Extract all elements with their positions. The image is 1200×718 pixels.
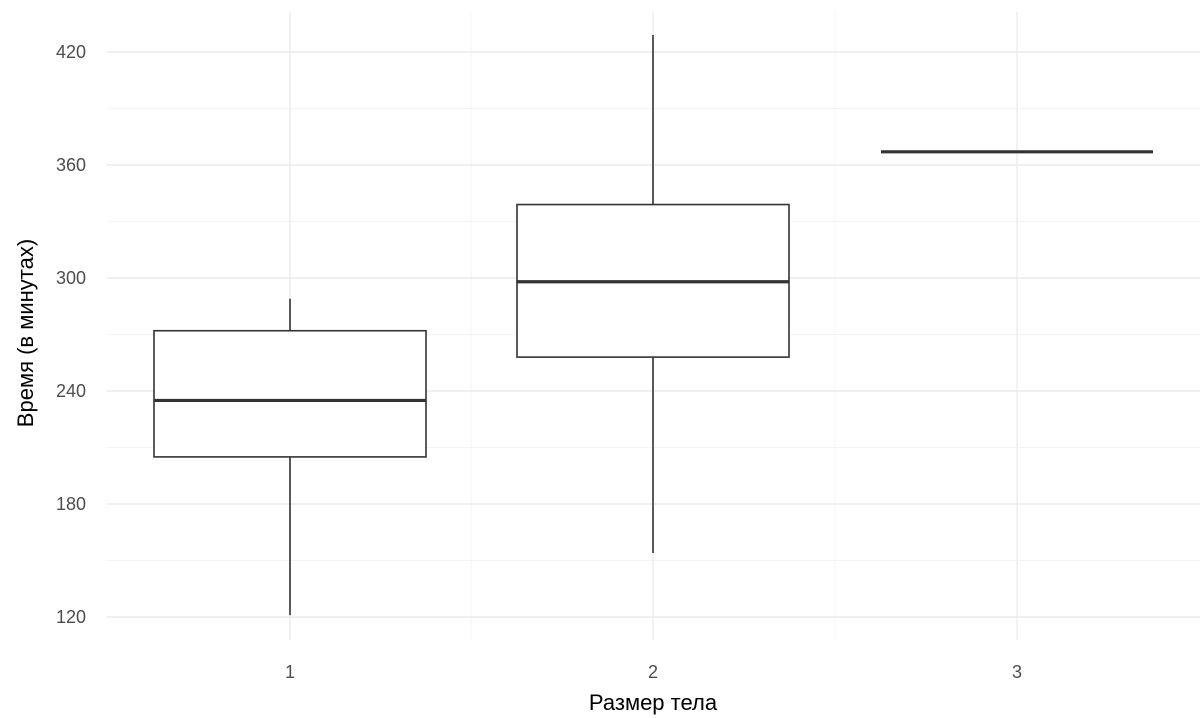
box-iqr — [153, 329, 427, 458]
y-tick-label: 360 — [56, 155, 86, 175]
x-tick-label: 1 — [285, 662, 295, 682]
y-axis-tick-labels: 120 180 240 300 360 420 — [56, 42, 86, 627]
y-tick-label: 120 — [56, 607, 86, 627]
y-axis-title: Время (в минутах) — [13, 239, 38, 427]
x-tick-label: 3 — [1012, 662, 1022, 682]
x-axis-title: Размер тела — [589, 690, 718, 715]
y-tick-label: 420 — [56, 42, 86, 62]
y-tick-label: 180 — [56, 494, 86, 514]
y-tick-label: 300 — [56, 268, 86, 288]
box-group-1 — [153, 298, 427, 616]
box-group-2 — [516, 35, 790, 553]
x-tick-label: 2 — [648, 662, 658, 682]
x-axis-tick-labels: 1 2 3 — [285, 662, 1022, 682]
y-tick-label: 240 — [56, 381, 86, 401]
boxes — [153, 35, 1153, 616]
